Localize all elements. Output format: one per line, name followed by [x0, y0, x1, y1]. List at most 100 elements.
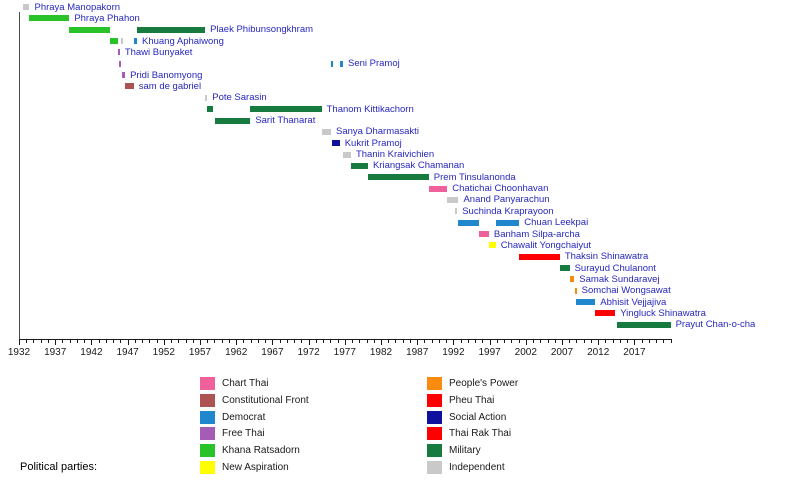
legend-label: Pheu Thai	[449, 394, 495, 406]
major-tick	[634, 339, 636, 345]
pm-name-label: Plaek Phibunsongkhram	[210, 24, 314, 36]
major-tick	[344, 339, 346, 345]
minor-tick	[286, 339, 288, 343]
major-tick	[489, 339, 491, 345]
term-bar-social_action	[332, 140, 340, 147]
legend-label: People's Power	[449, 378, 519, 389]
axis-tick-label: 1997	[478, 347, 501, 358]
axis-tick-label: 1987	[406, 347, 429, 358]
minor-tick	[265, 339, 267, 343]
minor-tick	[663, 339, 665, 343]
minor-tick	[467, 339, 469, 343]
major-tick	[308, 339, 310, 345]
minor-tick	[627, 339, 629, 343]
minor-tick	[178, 339, 180, 343]
term-bar-independent	[22, 4, 30, 10]
major-tick	[417, 339, 419, 345]
minor-tick	[40, 339, 42, 343]
term-bar-free_thai	[122, 72, 126, 79]
minor-tick	[576, 339, 578, 343]
legend-label: Free Thai	[222, 428, 265, 440]
minor-tick	[228, 339, 230, 343]
legend-swatch-chart_thai	[200, 377, 215, 390]
pm-name-label: Pridi Banomyong	[130, 69, 203, 81]
pm-name-label: Thanom Kittikachorn	[326, 103, 414, 115]
minor-tick	[26, 339, 28, 343]
term-bar-military	[350, 162, 368, 169]
major-tick	[562, 339, 563, 345]
minor-tick	[33, 339, 35, 343]
term-bar-democrat	[576, 299, 596, 306]
pm-name-label: Somchai Wongsawat	[581, 285, 671, 297]
legend-title: Political parties:	[20, 461, 98, 473]
term-bar-military	[560, 265, 570, 272]
major-tick	[55, 339, 57, 345]
pm-name-label: Phraya Phahon	[74, 12, 140, 24]
pm-name-label: Chawalit Yongchaiyut	[500, 239, 592, 251]
term-bar-free_thai	[117, 49, 120, 56]
minor-tick	[257, 339, 259, 343]
legend-label: Khana Ratsadorn	[222, 445, 300, 457]
minor-tick	[648, 339, 650, 343]
legend-swatch-thai_rak_thai	[427, 427, 442, 441]
minor-tick	[185, 339, 187, 343]
axis-tick-label: 1982	[369, 347, 393, 358]
pm-name-label: Prayut Chan-o-cha	[675, 319, 756, 331]
pm-name-label: Seni Pramoj	[347, 58, 400, 70]
legend: Political parties: Chart Thai Constitutio…	[0, 375, 800, 487]
pm-name-label: Prem Tinsulanonda	[433, 171, 516, 183]
minor-tick	[301, 339, 303, 343]
minor-tick	[47, 339, 49, 343]
major-tick	[272, 339, 274, 345]
term-bar-independent	[121, 38, 124, 45]
pm-name-label: Surayud Chulanont	[574, 262, 656, 274]
major-tick	[453, 339, 455, 345]
pm-name-label: sam de gabriel	[138, 80, 202, 92]
axis-tick-label: 1962	[225, 347, 248, 358]
minor-tick	[294, 339, 296, 343]
legend-swatch-constitutional_front	[200, 393, 215, 407]
term-bar-democrat	[331, 60, 334, 67]
legend-label: Independent	[449, 461, 505, 473]
axis-tick-label: 2017	[623, 347, 646, 358]
pm-name-label: Samak Sundaravej	[579, 273, 660, 285]
term-bar-thai_rak_thai	[519, 253, 560, 260]
axis-tick-label: 1932	[7, 347, 31, 358]
minor-tick	[460, 339, 462, 343]
major-tick	[200, 339, 201, 345]
minor-tick	[105, 339, 107, 343]
minor-tick	[409, 339, 411, 343]
axis-tick-label: 2007	[550, 347, 574, 358]
pm-name-label: Sarit Thanarat	[255, 115, 316, 126]
term-bar-democrat	[458, 219, 480, 226]
minor-tick	[359, 339, 361, 343]
minor-tick	[504, 339, 506, 343]
pm-name-label: Suchinda Kraprayoon	[462, 205, 554, 217]
minor-tick	[446, 339, 448, 343]
minor-tick	[149, 339, 151, 343]
term-bar-military	[215, 117, 251, 124]
pm-name-label: Thaksin Shinawatra	[564, 251, 649, 263]
legend-swatch-military	[427, 444, 442, 458]
minor-tick	[511, 339, 513, 343]
term-bar-khana_ratsadorn	[29, 15, 70, 22]
legend-swatch-democrat	[200, 410, 215, 424]
major-tick	[127, 339, 129, 345]
legend-label: Military	[449, 445, 481, 457]
minor-tick	[315, 339, 317, 343]
major-tick	[525, 339, 527, 345]
term-bar-independent	[205, 94, 208, 101]
minor-tick	[120, 339, 122, 343]
minor-tick	[330, 339, 332, 343]
minor-tick	[69, 339, 71, 343]
minor-tick	[590, 339, 592, 343]
major-tick	[19, 339, 20, 345]
pm-name-label: Kukrit Pramoj	[344, 137, 402, 149]
legend-swatch-social_action	[427, 410, 442, 424]
axis-tick-label: 2012	[587, 347, 610, 358]
minor-tick	[554, 339, 556, 343]
term-bar-peoples_power	[569, 276, 575, 283]
minor-tick	[323, 339, 325, 343]
axis-tick-label: 1977	[333, 347, 356, 358]
